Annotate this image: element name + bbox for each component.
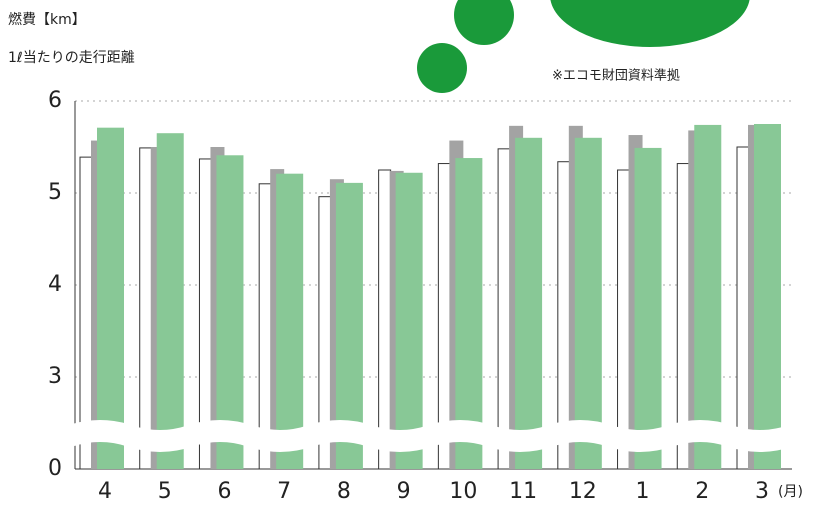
bar: [737, 147, 749, 469]
x-axis-label: (月): [778, 484, 803, 500]
bar: [575, 138, 602, 469]
bar: [379, 170, 391, 469]
x-tick-label: 10: [449, 479, 477, 504]
bar: [498, 149, 510, 469]
y-tick-label: 3: [48, 364, 62, 389]
bubble: [550, 0, 750, 47]
bar: [276, 174, 303, 469]
x-tick-label: 8: [337, 479, 351, 504]
x-tick-label: 5: [158, 479, 172, 504]
x-tick-label: 12: [569, 479, 597, 504]
x-tick-label: 9: [397, 479, 411, 504]
bubble: [417, 43, 467, 93]
bar: [694, 125, 721, 469]
x-tick-label: 6: [217, 479, 231, 504]
x-tick-label: 1: [636, 479, 650, 504]
x-tick-label: 7: [277, 479, 291, 504]
bar: [515, 138, 542, 469]
chart: 燃費【km】 1ℓ当たりの走行距離 ※エコモ財団資料準拠 (月) 0 3 4 5 6 4 5…: [0, 0, 827, 512]
bar: [754, 124, 781, 469]
y-tick-label: 0: [48, 456, 62, 481]
y-tick-label: 6: [48, 88, 62, 113]
bar: [259, 184, 271, 469]
annotation: ※エコモ財団資料準拠: [552, 68, 680, 84]
bar: [635, 148, 662, 469]
bar: [157, 133, 184, 469]
bar: [396, 173, 423, 469]
x-tick-label: 3: [755, 479, 769, 504]
x-tick-label: 2: [695, 479, 709, 504]
y-tick-label: 5: [48, 180, 62, 205]
chart-title: 燃費【km】: [8, 11, 86, 28]
bar: [618, 170, 630, 469]
bubble: [454, 0, 514, 45]
chart-subtitle: 1ℓ当たりの走行距離: [8, 49, 135, 66]
x-tick-label: 4: [98, 479, 112, 504]
y-tick-label: 4: [48, 272, 62, 297]
bar: [97, 128, 124, 469]
x-tick-label: 11: [509, 479, 537, 504]
bar: [140, 148, 152, 469]
